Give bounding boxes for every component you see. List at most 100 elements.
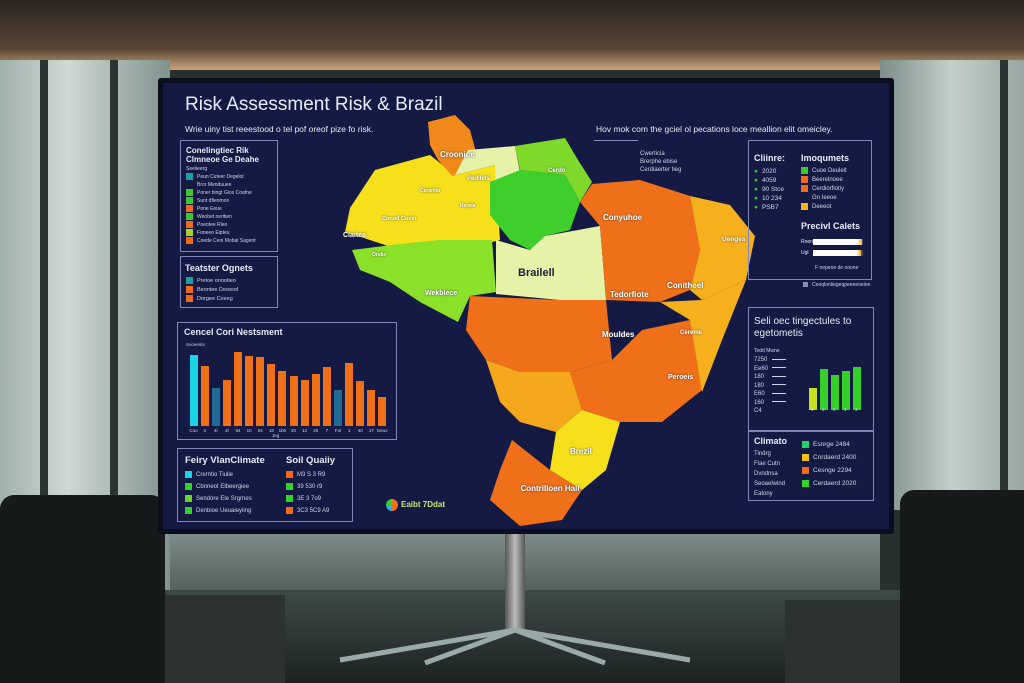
soil-chart-bar [853, 367, 861, 410]
climate-title: Cliinre: [754, 153, 786, 163]
x-tick-label: Ful [334, 428, 342, 433]
progress-row: Ugl [801, 247, 863, 258]
logo-text: Eaibt 7Ddat [401, 500, 446, 509]
legend-swatch-icon [185, 482, 192, 490]
precinct-footnote: Ceeqlontiegeqpeeeeoeiee [803, 282, 870, 288]
legend-swatch-icon [186, 295, 193, 303]
x-tick-label: 40 [357, 428, 363, 433]
chart-bar [300, 379, 309, 426]
soil-x-tick: 3 [833, 407, 836, 412]
window-frame [110, 60, 118, 500]
screen-stand-pole [505, 532, 525, 632]
legend-item: Poeotee Rleo [186, 221, 256, 229]
map-label: Cerantia [420, 188, 441, 194]
legend-swatch-icon [802, 466, 809, 474]
soil-chart-bar [809, 387, 817, 410]
climate-impacts-panel: Cliinre: Imoqumets ● 2020 ● 4059 ● 90 Stce ● 10… [748, 140, 872, 280]
map-label: Peroeis [668, 374, 694, 381]
x-tick-label: 10 [246, 428, 252, 433]
climate-value: 90 Stce [761, 186, 784, 193]
chart-bar [222, 379, 231, 426]
legend-label: Cnrdaerd 2400 [813, 454, 857, 461]
climate-legend-left-item: Eatony [754, 491, 773, 497]
climate-value-row: ● 2020 [754, 167, 784, 176]
map-region [466, 296, 612, 372]
tick-label: C4 [754, 408, 762, 414]
x-tick-label: 20 [291, 428, 297, 433]
tick-line [772, 384, 786, 386]
risk-legend-header: Seeiieerg [186, 166, 208, 172]
chart-bar [256, 357, 265, 426]
legend-swatch-icon [186, 277, 193, 285]
legend-label: Weobet neritien [197, 214, 232, 220]
climate-legend-left-item: Tindrg [754, 451, 771, 457]
legend-item: Weobet neritien [186, 213, 256, 221]
climate-value-row: ● 10 234 [754, 194, 784, 203]
legend-swatch-icon [186, 205, 193, 213]
chart-ylabel: Soceerito [186, 342, 206, 347]
legend-item: Bror Menduuee [186, 181, 256, 189]
legend-label: Cerdaerd 2020 [813, 480, 857, 487]
legend-item: Cesnge 2294 [802, 464, 856, 477]
climate-legend-panel: Climato Tindrg Flae Cutn Dvndnsa Seoaelwind… [748, 431, 874, 501]
legend-swatch-icon [286, 470, 293, 478]
legend-label: 39 530 r9 [297, 484, 323, 490]
legend-label: Deeeot [812, 204, 832, 211]
legend-label: 3C3 5C9 A9 [297, 508, 330, 514]
map-region [486, 360, 582, 432]
chair-left [0, 495, 165, 683]
tick-line [772, 375, 786, 377]
climate-value: 2020 [761, 168, 777, 175]
legend-swatch-icon [186, 286, 193, 294]
legend-item: Sunt dfieomon [186, 197, 256, 205]
legend-label: Sendore Ele Srgrnes [196, 496, 252, 502]
legend-swatch-icon [801, 167, 808, 174]
x-tick-label: 4 [203, 428, 206, 433]
chart-bar [267, 363, 276, 426]
legend-item: Sendore Ele Srgrnes [185, 493, 252, 505]
legend-swatch-icon [802, 453, 809, 461]
legend-item: M3 S 3 R9 [286, 469, 329, 481]
legend-label: 3E 3 7o9 [297, 496, 322, 502]
chart-bar [189, 355, 198, 426]
map-region [570, 320, 702, 422]
map-label: Ondie [372, 252, 387, 258]
soil-y-tick: E60 [754, 390, 786, 399]
callout-line [594, 140, 638, 141]
legend-swatch-icon [286, 506, 293, 514]
legend-swatch-icon [286, 482, 293, 490]
legend-item: Cuoe Deuleit [801, 167, 847, 176]
legend-label: Cbnneot Elbeergiee [196, 484, 250, 490]
x-tick-label: 12 [302, 428, 308, 433]
legend-swatch-icon [185, 470, 192, 478]
legend-item: Gn Ieeoe [801, 194, 847, 203]
legend-item: Cnrdaerd 2400 [802, 451, 856, 464]
risk-legend-title: Conelingtiec Rik Clmneoe Ge Deahe [186, 146, 259, 164]
callout-line-1: Cwerticia [640, 151, 665, 157]
soil-quality-title: Soil Quaiiy [286, 455, 336, 466]
legend-label: Cesnge 2294 [813, 467, 852, 474]
chart-bar [345, 362, 354, 426]
map-region [580, 180, 700, 302]
legend-swatch-icon [186, 181, 193, 188]
risk-legend-panel: Conelingtiec Rik Clmneoe Ge Deahe Seeiie… [180, 140, 278, 252]
back-wall [170, 530, 880, 600]
dashboard-subtitle: Wrie uiny tist reeestood o tel pof oreof… [185, 124, 374, 134]
legend-item: Beerelnoee [801, 176, 847, 185]
legend-swatch-icon [802, 479, 809, 487]
map-label: Rerete [460, 203, 476, 209]
legend-item: Cerdaerd 2020 [802, 477, 856, 490]
x-tick-label: Eeuo [377, 428, 388, 433]
map-region [490, 170, 580, 250]
legend-swatch-icon [286, 494, 293, 502]
tick-line [772, 367, 786, 369]
legend-swatch-icon [186, 213, 193, 221]
legend-item: Cerdiorfiotiy [801, 185, 847, 194]
chart-bar [378, 396, 387, 426]
tick-label: 180 [754, 374, 765, 380]
x-tick-label: 7 [325, 428, 329, 433]
progress-bar [813, 249, 863, 256]
legend-swatch-icon [186, 221, 193, 229]
soil-y-tick: C4 [754, 407, 786, 416]
soil-x-tick: 3 [844, 407, 847, 412]
